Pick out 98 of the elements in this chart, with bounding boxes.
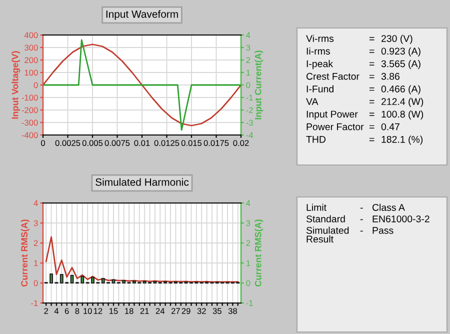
text: - (360, 230, 363, 232)
y2-tick-label: 1 (246, 70, 250, 76)
y2-axis-title: Input Current(A) (254, 50, 264, 120)
text: 3.86 (381, 72, 400, 80)
y2-tick-label: 4 (246, 32, 250, 38)
x-tick-label: 0.0025 (55, 140, 80, 146)
y-tick-label: -200 (22, 107, 38, 114)
text: Simulated Result (306, 226, 349, 243)
x-tick-label: 38 (228, 308, 237, 314)
y-tick-label: 200 (24, 57, 38, 64)
y2-tick-label: 3 (246, 220, 250, 226)
y-tick-label: 2 (34, 240, 38, 246)
text: Input Power (306, 110, 358, 120)
text: Power Factor (306, 123, 364, 130)
text: I-peak (306, 60, 334, 70)
line-series (45, 236, 239, 283)
x-tick-label: 8 (75, 308, 80, 314)
x-tick-label: 35 (212, 308, 222, 314)
text: THD (306, 136, 326, 143)
y-tick-label: -1 (31, 300, 38, 306)
y-tick-label: 3 (34, 220, 38, 226)
text: Limit (306, 204, 326, 211)
x-tick-label: 2 (44, 308, 48, 314)
y2-tick-label: 0 (246, 280, 250, 286)
y-tick-label: -400 (22, 132, 38, 138)
x-tick-label: 21 (140, 308, 149, 314)
text: Class A (372, 204, 405, 211)
text: I-Fund (306, 85, 334, 92)
text: 212.4 (W) (381, 98, 424, 107)
x-tick-label: 24 (156, 308, 165, 314)
y-tick-label: 400 (24, 32, 38, 38)
chart-title: Simulated Harmonic (96, 178, 189, 186)
chart-title: Input Waveform (106, 10, 178, 20)
y-tick-label: -300 (22, 120, 38, 126)
x-tick-label: 0 (41, 140, 45, 146)
y-tick-label: 4 (34, 200, 38, 206)
x-tick-label: 15 (109, 308, 118, 314)
bar (112, 279, 116, 284)
x-tick-label: 0.005 (82, 140, 103, 146)
text: Ii-rms (306, 47, 330, 55)
y2-tick-label: -4 (246, 132, 254, 138)
y2-tick-label: 4 (246, 200, 250, 206)
text: 230 (V) (381, 34, 412, 44)
x-tick-label: 0.01 (134, 140, 150, 146)
text: EN61000-3-2 (372, 215, 430, 222)
text: = (369, 125, 374, 128)
y-tick-label: -100 (22, 94, 38, 101)
text: VA (306, 98, 318, 105)
y-tick-label: 1 (34, 260, 38, 266)
y2-tick-label: 3 (246, 44, 250, 51)
text: 0.466 (A) (381, 85, 420, 94)
y2-tick-label: -1 (246, 300, 253, 306)
text: Pass (372, 227, 394, 234)
x-tick-label: 12 (94, 308, 102, 314)
text: 3.565 (A) (381, 60, 420, 70)
text: = (369, 138, 374, 142)
x-tick-label: 4 (54, 308, 59, 314)
y-tick-label: 100 (24, 70, 38, 76)
y-tick-label: 300 (24, 44, 38, 51)
y2-tick-label: 2 (246, 240, 250, 246)
text: Vi-rms (306, 34, 334, 42)
y-axis-title: Current RMS(A) (20, 220, 30, 286)
y2-tick-label: 1 (246, 260, 250, 266)
text: - (360, 219, 363, 220)
x-tick-label: 27 (171, 308, 180, 314)
x-tick-label: 32 (197, 308, 206, 314)
text: = (369, 88, 374, 91)
text: = (369, 74, 374, 78)
x-tick-label: 0.0075 (104, 140, 130, 146)
y-axis-title: Input Voltage(V) (12, 51, 20, 119)
text: 0.47 (381, 123, 400, 130)
text: Standard (306, 215, 345, 222)
x-tick-label: 0.0175 (204, 140, 229, 146)
text: = (369, 62, 374, 66)
text: Crest Factor (306, 72, 360, 80)
x-tick-label: 29 (182, 308, 190, 314)
text: = (369, 112, 374, 116)
text: = (369, 50, 374, 53)
x-tick-label: 6 (64, 308, 69, 314)
x-tick-label: 0.015 (181, 140, 202, 146)
y2-tick-label: 0 (246, 82, 250, 88)
y2-axis-title: Current RMS(A) (254, 220, 264, 286)
y2-tick-label: -1 (246, 94, 253, 101)
x-tick-label: 0.0125 (154, 140, 180, 146)
y2-tick-label: -3 (246, 120, 253, 126)
text: = (369, 100, 374, 104)
text: 100.8 (W) (382, 110, 424, 120)
y2-tick-label: 2 (246, 57, 250, 64)
x-tick-label: 10 (84, 308, 92, 314)
x-tick-label: 18 (125, 308, 134, 314)
x-tick-label: 0.02 (233, 140, 249, 146)
y2-tick-label: -2 (246, 107, 253, 114)
text: = (369, 37, 374, 40)
y-tick-label: 0 (34, 280, 38, 286)
text: - (360, 208, 363, 209)
y-tick-label: 0 (34, 82, 38, 88)
text: 182.1 (%) (382, 136, 423, 145)
text: 0.923 (A) (381, 47, 420, 57)
